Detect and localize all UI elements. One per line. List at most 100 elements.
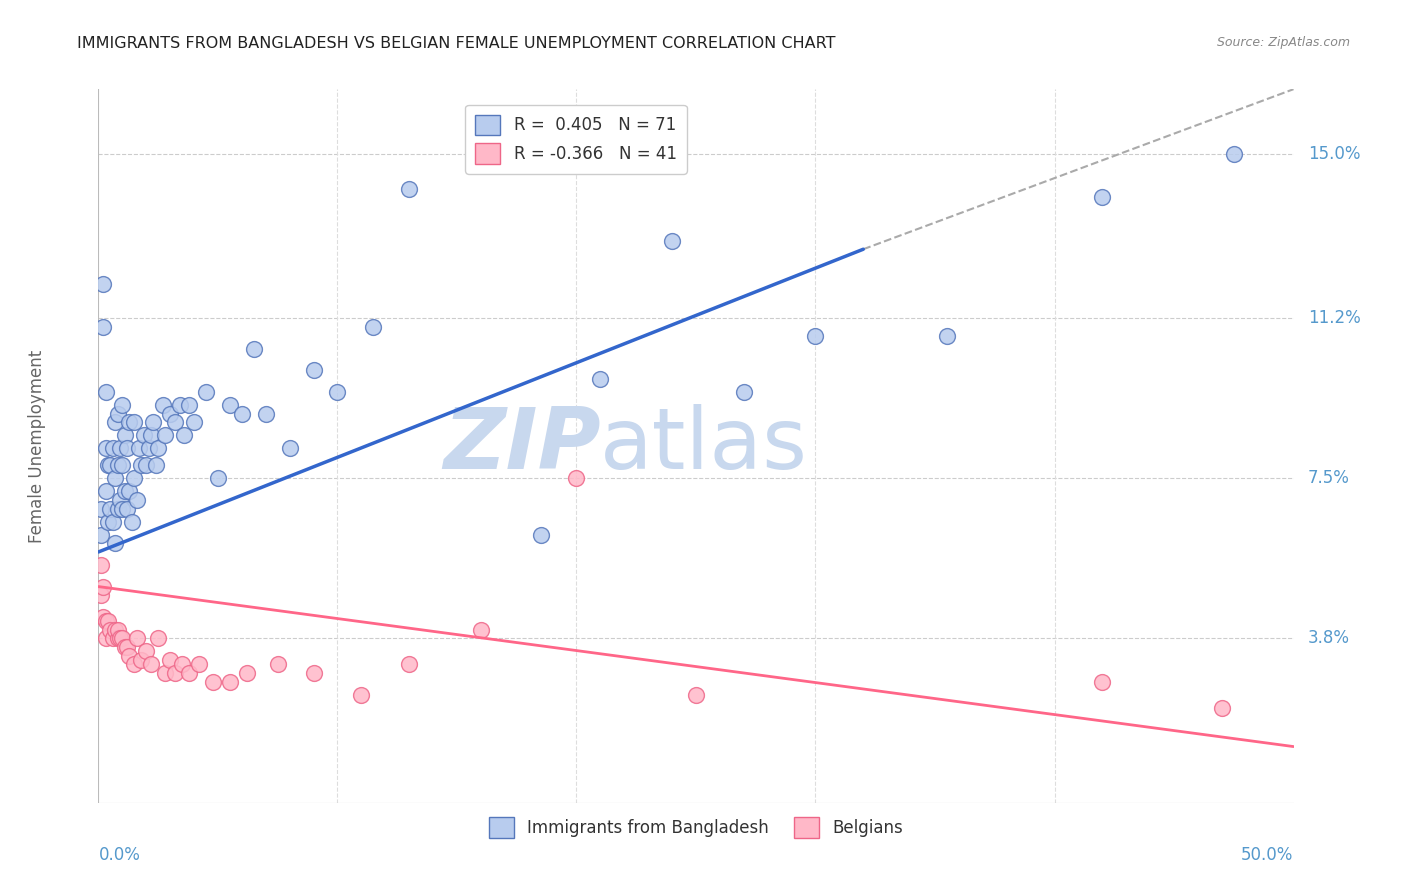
Point: [91, 610, 114, 624]
Text: 15.0%: 15.0%: [1308, 145, 1361, 163]
Point: [163, 415, 186, 429]
Point: [124, 415, 146, 429]
Point: [135, 644, 157, 658]
Point: [1223, 147, 1246, 161]
Point: [98, 458, 122, 473]
Point: [183, 415, 205, 429]
Point: [179, 398, 201, 412]
Point: [94, 614, 117, 628]
Point: [363, 320, 385, 334]
Point: [398, 657, 420, 672]
Point: [173, 428, 195, 442]
Point: [148, 632, 170, 646]
Point: [90, 501, 112, 516]
Point: [111, 398, 134, 412]
Point: [98, 501, 122, 516]
Point: [125, 632, 148, 646]
Point: [104, 471, 127, 485]
Point: [530, 527, 553, 541]
Point: [243, 342, 266, 356]
Point: [104, 536, 127, 550]
Point: [111, 632, 134, 646]
Point: [1211, 700, 1233, 714]
Point: [302, 363, 325, 377]
Point: [235, 666, 257, 681]
Point: [202, 674, 225, 689]
Point: [135, 458, 157, 473]
Point: [107, 632, 129, 646]
Point: [90, 527, 112, 541]
Legend: Immigrants from Bangladesh, Belgians: Immigrants from Bangladesh, Belgians: [482, 811, 910, 845]
Text: 50.0%: 50.0%: [1241, 846, 1294, 864]
Point: [91, 580, 114, 594]
Point: [254, 407, 277, 421]
Point: [733, 384, 755, 399]
Point: [139, 428, 162, 442]
Point: [107, 407, 129, 421]
Point: [142, 415, 165, 429]
Point: [104, 623, 127, 637]
Point: [159, 407, 181, 421]
Point: [398, 182, 420, 196]
Point: [91, 277, 114, 291]
Text: 0.0%: 0.0%: [98, 846, 141, 864]
Point: [1091, 190, 1114, 204]
Point: [107, 501, 129, 516]
Point: [118, 415, 141, 429]
Point: [589, 372, 612, 386]
Point: [124, 471, 146, 485]
Point: [101, 441, 124, 455]
Point: [131, 458, 153, 473]
Text: 7.5%: 7.5%: [1308, 469, 1350, 487]
Point: [470, 138, 492, 153]
Point: [139, 657, 162, 672]
Point: [565, 471, 588, 485]
Point: [138, 441, 160, 455]
Text: Female Unemployment: Female Unemployment: [28, 350, 46, 542]
Point: [179, 666, 201, 681]
Point: [97, 614, 120, 628]
Point: [148, 441, 170, 455]
Point: [97, 458, 120, 473]
Point: [101, 515, 124, 529]
Point: [104, 415, 127, 429]
Point: [118, 648, 141, 663]
Point: [94, 484, 117, 499]
Point: [159, 653, 181, 667]
Point: [91, 320, 114, 334]
Point: [107, 458, 129, 473]
Point: [90, 588, 112, 602]
Point: [115, 441, 138, 455]
Point: [132, 428, 155, 442]
Point: [326, 384, 349, 399]
Point: [125, 493, 148, 508]
Point: [101, 632, 124, 646]
Point: [169, 398, 191, 412]
Point: [94, 632, 117, 646]
Point: [97, 515, 120, 529]
Point: [172, 657, 194, 672]
Point: [219, 674, 242, 689]
Point: [115, 501, 138, 516]
Point: [108, 493, 131, 508]
Text: atlas: atlas: [600, 404, 808, 488]
Point: [155, 428, 177, 442]
Point: [98, 623, 122, 637]
Point: [267, 657, 290, 672]
Point: [155, 666, 177, 681]
Point: [350, 688, 373, 702]
Text: IMMIGRANTS FROM BANGLADESH VS BELGIAN FEMALE UNEMPLOYMENT CORRELATION CHART: IMMIGRANTS FROM BANGLADESH VS BELGIAN FE…: [77, 36, 835, 51]
Point: [661, 234, 683, 248]
Text: 11.2%: 11.2%: [1308, 310, 1361, 327]
Point: [114, 428, 136, 442]
Point: [94, 384, 117, 399]
Text: ZIP: ZIP: [443, 404, 600, 488]
Point: [936, 328, 959, 343]
Point: [195, 384, 218, 399]
Point: [145, 458, 167, 473]
Point: [152, 398, 174, 412]
Point: [107, 623, 129, 637]
Point: [108, 632, 131, 646]
Point: [114, 484, 136, 499]
Point: [94, 441, 117, 455]
